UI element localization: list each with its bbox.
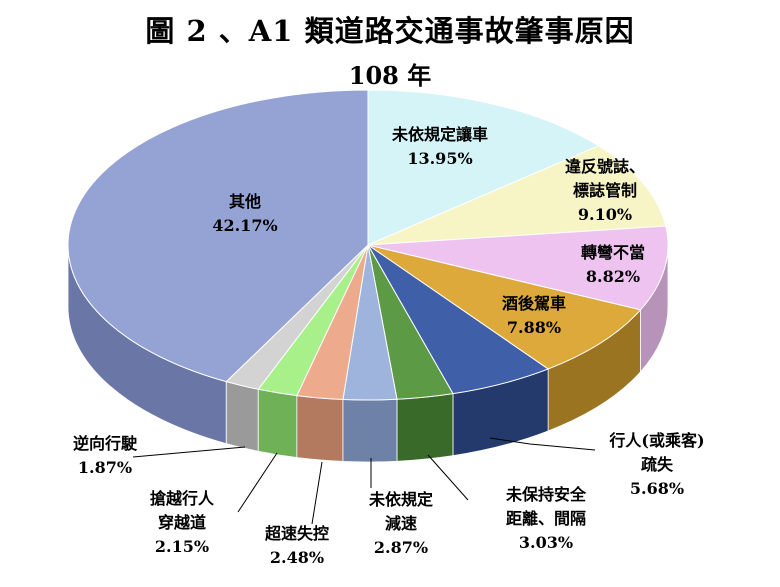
- slice-label-4-0: 行人(或乘客): [608, 431, 704, 450]
- leader-line-8: [237, 452, 278, 513]
- leader-line-9: [132, 446, 246, 458]
- slice-label-1-0: 違反號誌、: [565, 157, 645, 176]
- pie-slice-1: [367, 145, 667, 246]
- slice-label-7-0: 超速失控: [264, 524, 329, 543]
- slice-label-8-2: 2.15%: [155, 537, 209, 556]
- slice-label-4-2: 5.68%: [630, 479, 684, 498]
- slice-label-9-1: 1.87%: [78, 458, 132, 477]
- slice-label-0-1: 13.95%: [407, 149, 472, 168]
- slice-label-5-1: 距離、間隔: [506, 509, 586, 528]
- pie-side-5: [396, 393, 454, 462]
- slice-label-5-0: 未保持安全: [505, 485, 587, 504]
- slice-label-3-1: 7.88%: [507, 318, 561, 337]
- leader-line-5: [427, 454, 469, 501]
- slice-label-9-0: 逆向行駛: [73, 434, 138, 453]
- slice-label-5-2: 3.03%: [519, 533, 573, 552]
- chart-subtitle: 108 年: [348, 61, 432, 90]
- chart-title: 圖 2 、A1 類道路交通事故肇事原因: [145, 14, 635, 48]
- pie-slice-2: [367, 225, 669, 311]
- slice-label-2-1: 8.82%: [586, 267, 640, 286]
- slice-label-3-0: 酒後駕車: [502, 294, 566, 313]
- pie-slice-0: [367, 89, 600, 246]
- leader-line-4: [489, 437, 596, 451]
- slice-label-6-2: 2.87%: [374, 538, 428, 557]
- pie-slice-10: [67, 89, 369, 383]
- slice-label-1-1: 標誌管制: [573, 181, 637, 200]
- slice-label-4-1: 疏失: [641, 455, 674, 474]
- pie-side-8: [257, 388, 298, 459]
- slice-label-7-1: 2.48%: [270, 548, 324, 567]
- slice-label-6-0: 未依規定: [368, 490, 433, 509]
- slice-label-1-2: 9.10%: [578, 205, 632, 224]
- slice-label-8-1: 穿越道: [158, 513, 206, 532]
- pie-side-9: [225, 381, 259, 452]
- slice-label-10-0: 其他: [229, 192, 261, 211]
- leader-line-7: [311, 461, 323, 525]
- slice-label-6-1: 減速: [385, 514, 417, 533]
- slice-label-2-0: 轉彎不當: [581, 243, 645, 262]
- pie-slice-3: [367, 244, 642, 370]
- slice-label-0-0: 未依規定讓車: [391, 125, 488, 144]
- slice-label-8-0: 搶越行人: [150, 489, 215, 508]
- pie-side-6: [342, 398, 398, 463]
- slice-label-10-1: 42.17%: [212, 216, 277, 235]
- pie-side-7: [296, 395, 344, 462]
